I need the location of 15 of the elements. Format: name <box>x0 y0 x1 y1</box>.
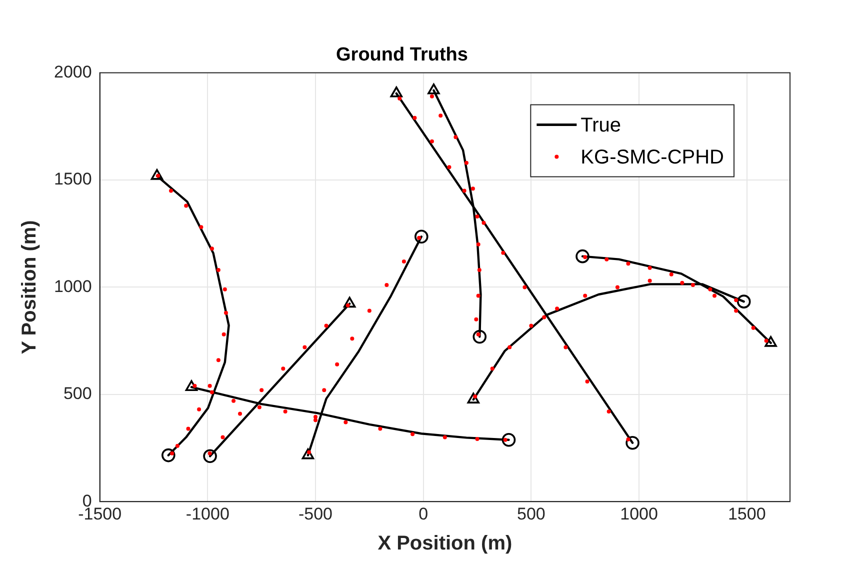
y-tick-label: 1500 <box>54 170 92 189</box>
legend-label: True <box>580 114 622 136</box>
y-tick-label: 1000 <box>54 276 92 296</box>
x-tick-label: -500 <box>298 504 333 524</box>
x-tick-label: 1000 <box>620 504 658 524</box>
legend-label: KG-SMC-CPHD <box>580 146 724 168</box>
x-tick-label: -1000 <box>186 504 230 524</box>
x-tick-label: 1500 <box>728 504 766 524</box>
x-tick-label: 500 <box>516 504 546 524</box>
y-tick-label: 2000 <box>54 62 92 82</box>
chart-title: Ground Truths <box>336 44 468 66</box>
x-tick-label: 0 <box>418 504 428 524</box>
y-tick-label: 500 <box>63 384 92 404</box>
x-axis-title: X Position (m) <box>378 532 512 555</box>
y-axis-title: Y Position (m) <box>18 220 41 354</box>
